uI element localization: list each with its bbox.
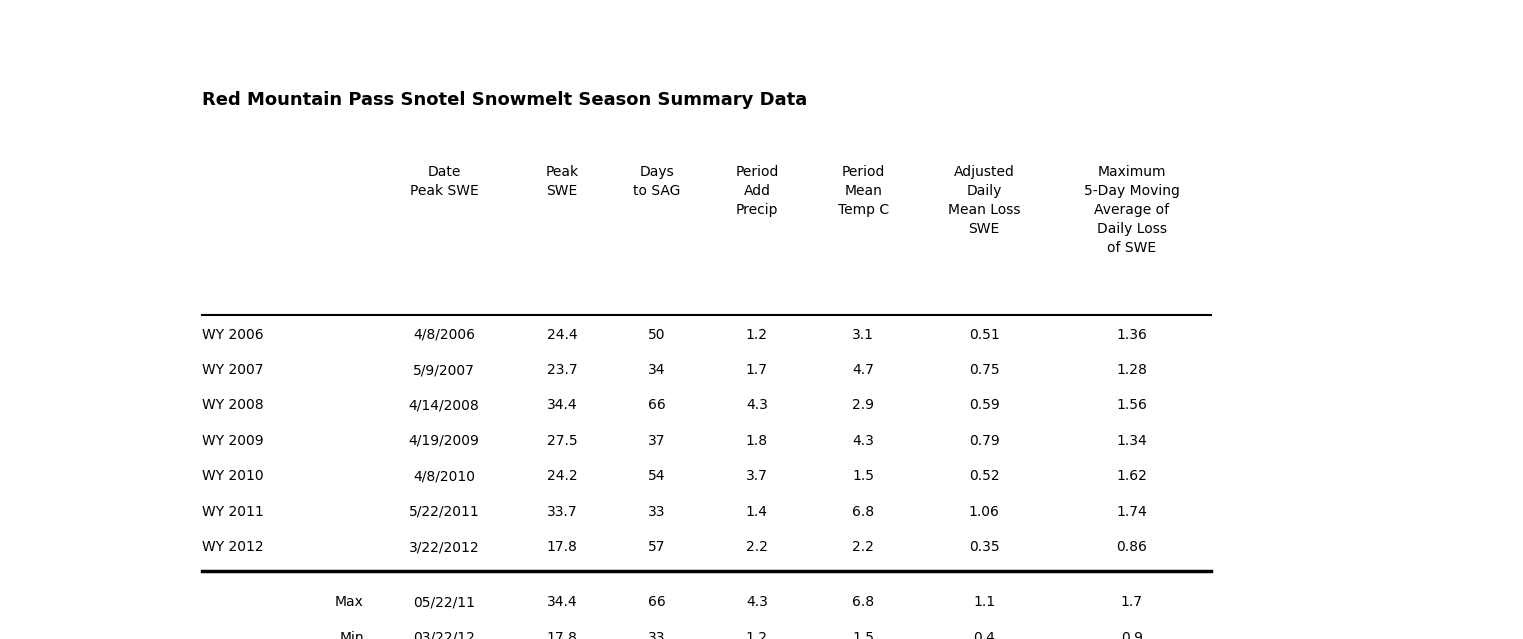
Text: 1.34: 1.34: [1116, 434, 1147, 448]
Text: 50: 50: [647, 328, 666, 342]
Text: WY 2009: WY 2009: [203, 434, 263, 448]
Text: WY 2007: WY 2007: [203, 363, 263, 377]
Text: Max: Max: [335, 596, 364, 609]
Text: 1.74: 1.74: [1116, 505, 1147, 519]
Text: Period
Add
Precip: Period Add Precip: [736, 166, 778, 217]
Text: Min: Min: [340, 631, 364, 639]
Text: 0.4: 0.4: [973, 631, 995, 639]
Text: 0.51: 0.51: [969, 328, 999, 342]
Text: 24.2: 24.2: [547, 469, 577, 483]
Text: Days
to SAG: Days to SAG: [634, 166, 681, 198]
Text: 33.7: 33.7: [547, 505, 577, 519]
Text: Period
Mean
Temp C: Period Mean Temp C: [838, 166, 889, 217]
Text: 17.8: 17.8: [547, 631, 577, 639]
Text: 17.8: 17.8: [547, 540, 577, 554]
Text: 1.4: 1.4: [746, 505, 768, 519]
Text: 1.7: 1.7: [746, 363, 768, 377]
Text: 66: 66: [647, 399, 666, 412]
Text: 0.35: 0.35: [969, 540, 999, 554]
Text: 33: 33: [647, 631, 666, 639]
Text: 2.9: 2.9: [853, 399, 874, 412]
Text: 1.7: 1.7: [1121, 596, 1142, 609]
Text: 3.7: 3.7: [746, 469, 768, 483]
Text: 0.75: 0.75: [969, 363, 999, 377]
Text: 4.3: 4.3: [746, 596, 768, 609]
Text: 24.4: 24.4: [547, 328, 577, 342]
Text: 0.59: 0.59: [969, 399, 999, 412]
Text: 4/8/2010: 4/8/2010: [413, 469, 475, 483]
Text: 34.4: 34.4: [547, 596, 577, 609]
Text: 2.2: 2.2: [853, 540, 874, 554]
Text: Adjusted
Daily
Mean Loss
SWE: Adjusted Daily Mean Loss SWE: [947, 166, 1020, 236]
Text: 1.1: 1.1: [973, 596, 995, 609]
Text: 1.5: 1.5: [853, 631, 874, 639]
Text: 1.56: 1.56: [1116, 399, 1147, 412]
Text: WY 2010: WY 2010: [203, 469, 263, 483]
Text: 4.3: 4.3: [746, 399, 768, 412]
Text: 5/9/2007: 5/9/2007: [413, 363, 475, 377]
Text: 0.52: 0.52: [969, 469, 999, 483]
Text: 1.06: 1.06: [969, 505, 999, 519]
Text: 33: 33: [647, 505, 666, 519]
Text: 6.8: 6.8: [851, 505, 874, 519]
Text: 05/22/11: 05/22/11: [413, 596, 475, 609]
Text: 1.2: 1.2: [746, 631, 768, 639]
Text: 1.5: 1.5: [853, 469, 874, 483]
Text: 0.86: 0.86: [1116, 540, 1147, 554]
Text: 1.36: 1.36: [1116, 328, 1147, 342]
Text: 57: 57: [647, 540, 666, 554]
Text: 66: 66: [647, 596, 666, 609]
Text: 0.9: 0.9: [1121, 631, 1142, 639]
Text: Red Mountain Pass Snotel Snowmelt Season Summary Data: Red Mountain Pass Snotel Snowmelt Season…: [203, 91, 807, 109]
Text: WY 2011: WY 2011: [203, 505, 263, 519]
Text: 3/22/2012: 3/22/2012: [408, 540, 480, 554]
Text: 2.2: 2.2: [746, 540, 768, 554]
Text: 1.28: 1.28: [1116, 363, 1147, 377]
Text: Maximum
5-Day Moving
Average of
Daily Loss
of SWE: Maximum 5-Day Moving Average of Daily Lo…: [1084, 166, 1180, 255]
Text: 4/8/2006: 4/8/2006: [413, 328, 475, 342]
Text: 34: 34: [647, 363, 666, 377]
Text: 1.2: 1.2: [746, 328, 768, 342]
Text: 6.8: 6.8: [851, 596, 874, 609]
Text: WY 2008: WY 2008: [203, 399, 263, 412]
Text: 4/19/2009: 4/19/2009: [408, 434, 480, 448]
Text: 4/14/2008: 4/14/2008: [408, 399, 480, 412]
Text: 03/22/12: 03/22/12: [413, 631, 475, 639]
Text: Date
Peak SWE: Date Peak SWE: [410, 166, 478, 198]
Text: Peak
SWE: Peak SWE: [545, 166, 579, 198]
Text: 4.7: 4.7: [853, 363, 874, 377]
Text: 54: 54: [647, 469, 666, 483]
Text: 0.79: 0.79: [969, 434, 999, 448]
Text: 27.5: 27.5: [547, 434, 577, 448]
Text: 4.3: 4.3: [853, 434, 874, 448]
Text: 1.8: 1.8: [746, 434, 768, 448]
Text: WY 2006: WY 2006: [203, 328, 263, 342]
Text: 1.62: 1.62: [1116, 469, 1147, 483]
Text: 23.7: 23.7: [547, 363, 577, 377]
Text: WY 2012: WY 2012: [203, 540, 263, 554]
Text: 3.1: 3.1: [853, 328, 874, 342]
Text: 34.4: 34.4: [547, 399, 577, 412]
Text: 37: 37: [647, 434, 666, 448]
Text: 5/22/2011: 5/22/2011: [408, 505, 480, 519]
